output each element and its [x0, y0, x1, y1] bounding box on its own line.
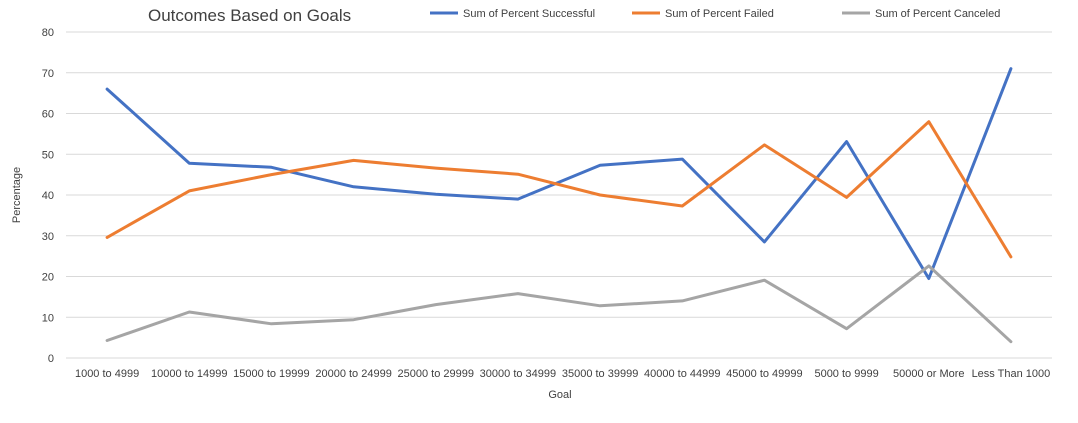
legend-label: Sum of Percent Canceled: [875, 8, 1000, 20]
y-axis-title: Percentage: [11, 167, 23, 223]
legend-label: Sum of Percent Failed: [665, 8, 774, 20]
series-line-2: [105, 120, 1013, 259]
y-tick-label: 30: [42, 231, 54, 243]
chart-title: Outcomes Based on Goals: [148, 6, 351, 25]
series-line-1: [105, 67, 1013, 280]
x-tick-label: Less Than 1000: [972, 368, 1051, 380]
x-tick-label: 35000 to 39999: [562, 368, 638, 380]
x-tick-label: 30000 to 34999: [480, 368, 556, 380]
legend: Sum of Percent Successful Sum of Percent …: [430, 8, 1000, 20]
series-lines: [105, 67, 1013, 344]
x-tick-label: 5000 to 9999: [814, 368, 878, 380]
x-axis-title: Goal: [548, 389, 571, 401]
y-tick-label: 10: [42, 312, 54, 324]
legend-label: Sum of Percent Successful: [463, 8, 595, 20]
y-tick-label: 0: [48, 353, 54, 365]
gridlines: [66, 31, 1052, 359]
x-tick-label: 40000 to 44999: [644, 368, 720, 380]
y-axis-ticks: 0 10 20 30 40 50 60 70 80: [42, 27, 54, 365]
y-tick-label: 80: [42, 27, 54, 39]
x-tick-label: 10000 to 14999: [151, 368, 227, 380]
x-tick-label: 20000 to 24999: [315, 368, 391, 380]
x-tick-label: 50000 or More: [893, 368, 965, 380]
x-tick-label: 1000 to 4999: [75, 368, 139, 380]
y-tick-label: 20: [42, 272, 54, 284]
y-tick-label: 60: [42, 109, 54, 121]
x-tick-label: 15000 to 19999: [233, 368, 309, 380]
x-tick-label: 25000 to 29999: [398, 368, 474, 380]
series-line-3: [105, 264, 1013, 344]
x-axis-ticks: 1000 to 4999 10000 to 14999 15000 to 19999…: [75, 368, 1050, 380]
x-tick-label: 45000 to 49999: [726, 368, 802, 380]
y-tick-label: 40: [42, 190, 54, 202]
y-tick-label: 50: [42, 149, 54, 161]
y-tick-label: 70: [42, 68, 54, 80]
